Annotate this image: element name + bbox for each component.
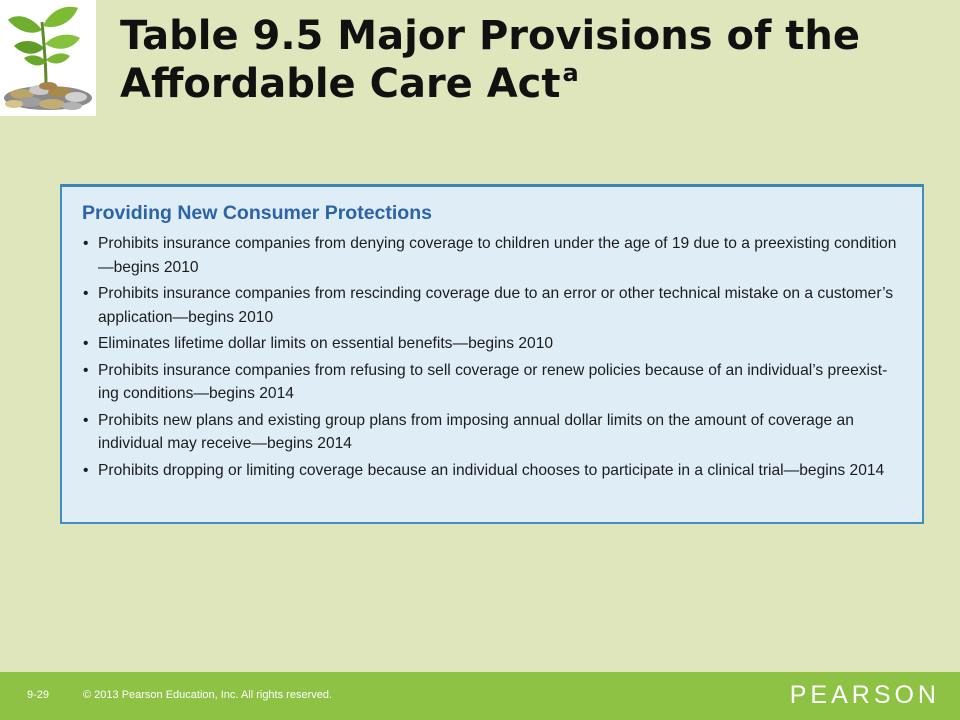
list-item: • Prohibits new plans and existing group … — [82, 409, 904, 456]
slide-title-text: Table 9.5 Major Provisions of the Afford… — [120, 13, 860, 107]
logo — [0, 0, 96, 116]
list-item-text: Prohibits insurance companies from denyi… — [98, 235, 897, 276]
list-item: • Prohibits insurance companies from refu… — [82, 359, 904, 406]
section-heading: Providing New Consumer Protections — [82, 202, 432, 224]
bullet: • — [83, 335, 89, 352]
provisions-table: Providing New Consumer Protections • Proh… — [60, 184, 924, 524]
slide-title: Table 9.5 Major Provisions of the Afford… — [120, 12, 950, 108]
seedling-coins-icon — [0, 0, 96, 116]
bullet: • — [83, 361, 89, 379]
list-item-text: Prohibits dropping or limiting coverage … — [98, 461, 885, 479]
list-item-text: Prohibits new plans and existing group p… — [98, 411, 854, 453]
bullet: • — [83, 411, 89, 429]
list-item: • Prohibits insurance companies from deny… — [82, 232, 904, 279]
bullet: • — [83, 235, 89, 252]
bullet: • — [83, 285, 89, 302]
list-item-text: Prohibits insurance companies from refus… — [98, 361, 888, 403]
list-item: • Prohibits dropping or limiting coverage… — [82, 459, 904, 483]
list-item: • Eliminates lifetime dollar limits on es… — [82, 332, 904, 356]
title-superscript: a — [562, 58, 579, 87]
publisher-logo: PEARSON — [789, 681, 940, 709]
list-item: • Prohibits insurance companies from resc… — [82, 282, 904, 329]
page-number: 9-29 — [27, 689, 50, 701]
list-item-text: Prohibits insurance companies from resci… — [98, 285, 894, 326]
list-item-text: Eliminates lifetime dollar limits on ess… — [98, 335, 554, 352]
footer-bar: 9-29 © 2013 Pearson Education, Inc. All … — [0, 672, 960, 720]
provisions-list: • Prohibits insurance companies from deny… — [82, 232, 904, 482]
copyright-notice: © 2013 Pearson Education, Inc. All right… — [83, 689, 333, 701]
bullet: • — [83, 461, 89, 479]
